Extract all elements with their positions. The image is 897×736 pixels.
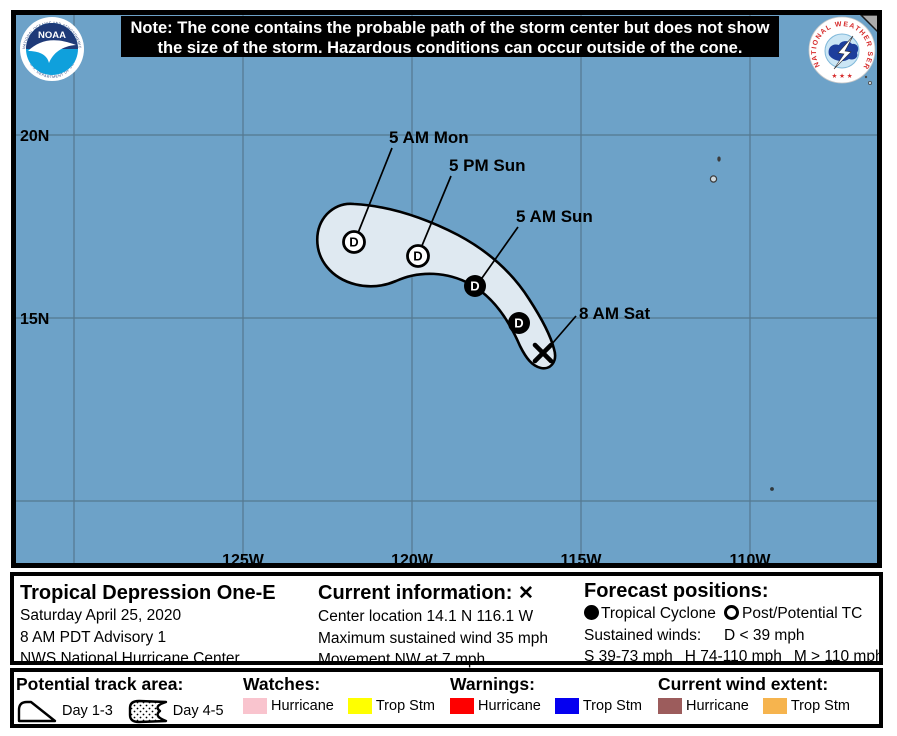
track-label-5am-mon: 5 AM Mon <box>389 128 469 147</box>
track-label-5pm-sun: 5 PM Sun <box>449 156 526 175</box>
map-corner-fold <box>859 15 877 33</box>
marker-letter: D <box>349 235 358 250</box>
trop-stm-warning-swatch <box>554 698 579 714</box>
storm-info-panel: Tropical Depression One-E Saturday April… <box>10 572 884 668</box>
track-label-8am-sat: 8 AM Sat <box>579 304 651 323</box>
storm-title: Tropical Depression One-E <box>20 582 276 604</box>
nws-lightning-icon <box>833 35 854 70</box>
current-info-heading: Current information: <box>318 582 513 604</box>
marker-letter: D <box>470 279 479 294</box>
center-location: Center location 14.1 N 116.1 W <box>318 608 534 625</box>
wind-extent-heading: Current wind extent: <box>658 674 829 694</box>
note-line-1: Note: The cone contains the probable pat… <box>130 19 770 37</box>
marker-letter: D <box>413 249 422 264</box>
nws-stars: ★ ★ ★ <box>831 72 852 80</box>
legend-panel: Potential track area: Day 1-3 <box>10 668 883 728</box>
noaa-gull-icon <box>28 40 76 63</box>
forecast-positions-heading: Forecast positions: <box>584 580 769 602</box>
hurricane-warning-swatch <box>450 698 474 714</box>
storm-advisory: 8 AM PDT Advisory 1 <box>20 628 167 646</box>
note-line-2: the size of the storm. Hazardous conditi… <box>157 39 743 57</box>
forecast-point-5am-mon: D <box>342 230 366 254</box>
track-label-5am-sun: 5 AM Sun <box>516 207 593 226</box>
storm-agency: NWS National Hurricane Center <box>20 650 240 667</box>
sustained-winds-label: Sustained winds: <box>584 626 702 644</box>
lat-label-15n: 15N <box>20 311 49 328</box>
marker-letter: D <box>514 316 523 331</box>
h-wind-range: H 74-110 mph <box>684 648 782 665</box>
hurricane-watch-label: Hurricane <box>271 698 334 714</box>
forecast-point-8pm-sat: D <box>508 312 530 334</box>
trop-stm-watch-swatch <box>347 698 372 714</box>
lon-label-120w: 120W <box>391 552 434 568</box>
post-potential-label: Post/Potential TC <box>742 605 863 622</box>
legend-wind-extent: Current wind extent: Hurricane Trop Stm <box>658 674 850 714</box>
map-canvas: D D D D 5 AM Mon 5 PM Sun 5 AM Sun <box>16 15 877 568</box>
trop-stm-warning-label: Trop Stm <box>582 698 642 714</box>
gridlines <box>16 15 877 563</box>
watches-heading: Watches: <box>243 674 321 694</box>
tropical-cyclone-label: Tropical Cyclone <box>601 605 716 622</box>
ocean <box>16 15 877 563</box>
post-potential-ring-icon <box>724 605 739 620</box>
max-sustained-wind: Maximum sustained wind 35 mph <box>318 629 549 647</box>
tropical-cyclone-dot-icon <box>584 605 599 620</box>
day-1-3-cone-icon <box>17 700 57 723</box>
m-wind-range: M > 110 mph <box>793 648 884 665</box>
storm-summary: Tropical Depression One-E Saturday April… <box>20 581 276 670</box>
noaa-wordmark: NOAA <box>38 30 66 41</box>
hurricane-watch-swatch <box>243 698 267 714</box>
nws-logo-icon: NATIONAL WEATHER SERVICE ★ ★ ★ <box>808 16 876 84</box>
hurricane-warning-label: Hurricane <box>478 698 541 714</box>
s-wind-range: S 39-73 mph <box>584 648 673 665</box>
warnings-heading: Warnings: <box>450 674 535 694</box>
forecast-positions: Forecast positions: Tropical Cyclone Pos… <box>584 579 884 668</box>
day-4-5-cone-icon <box>128 699 167 724</box>
map: D D D D 5 AM Mon 5 PM Sun 5 AM Sun <box>11 10 882 568</box>
storm-date: Saturday April 25, 2020 <box>20 607 182 624</box>
lon-label-125w: 125W <box>222 552 265 568</box>
note-banner: Note: The cone contains the probable pat… <box>121 16 779 57</box>
current-position-symbol: ✕ <box>518 583 534 604</box>
noaa-logo-icon: NATIONAL OCEANIC AND ATMOSPHERIC ADMINIS… <box>19 16 84 81</box>
movement: Movement NW at 7 mph <box>318 651 486 668</box>
forecast-point-5pm-sun: D <box>406 244 430 268</box>
current-information: Current information: ✕ Center location 1… <box>318 581 548 671</box>
trop-stm-extent-label: Trop Stm <box>790 698 850 714</box>
lat-label-20n: 20N <box>20 128 49 145</box>
day-1-3-label: Day 1-3 <box>62 703 113 719</box>
forecast-point-5am-sun: D <box>464 275 486 297</box>
day-4-5-label: Day 4-5 <box>172 703 224 719</box>
current-position-marker <box>532 342 554 364</box>
lon-label-110w: 110W <box>730 552 772 568</box>
islands <box>709 75 873 491</box>
legend-watches: Watches: Hurricane Trop Stm <box>243 674 435 714</box>
track-area-heading: Potential track area: <box>16 674 184 694</box>
hurricane-extent-label: Hurricane <box>686 698 749 714</box>
forecast-cone <box>315 202 557 370</box>
trop-stm-extent-swatch <box>762 698 787 714</box>
trop-stm-watch-label: Trop Stm <box>375 698 435 714</box>
legend-track-area: Potential track area: Day 1-3 <box>16 674 224 724</box>
d-wind-range: D < 39 mph <box>724 626 805 644</box>
lon-label-115w: 115W <box>561 552 603 568</box>
legend-warnings: Warnings: Hurricane Trop Stm <box>450 674 642 714</box>
hurricane-extent-swatch <box>658 698 682 714</box>
label-pointer-lines <box>357 147 577 346</box>
